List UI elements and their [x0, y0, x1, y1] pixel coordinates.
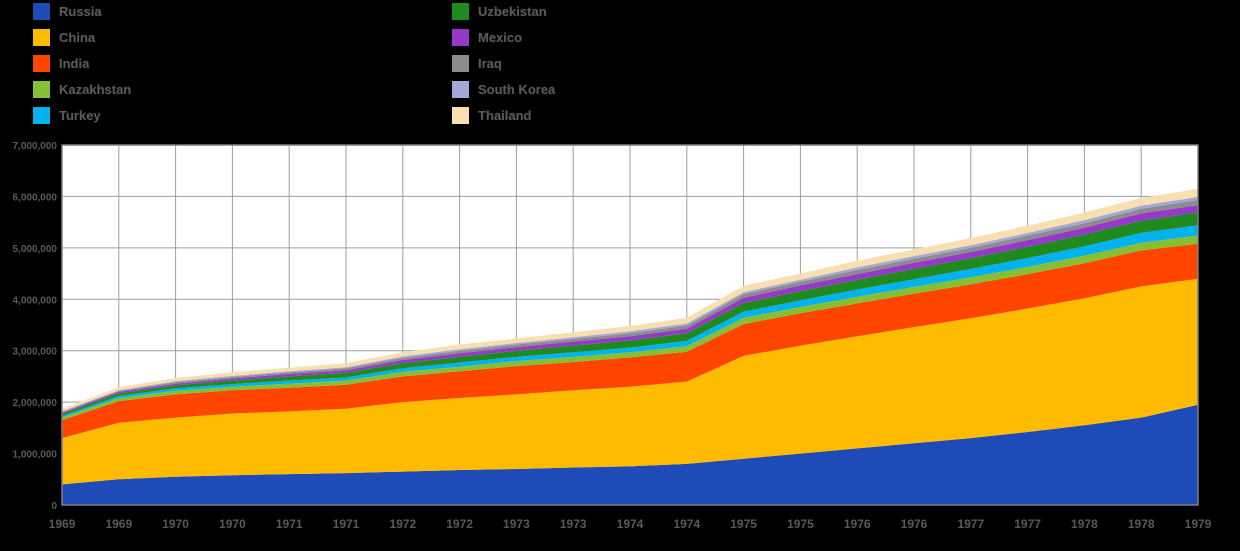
- x-tick-label: 1978: [1071, 517, 1098, 531]
- area-china: [62, 278, 1198, 485]
- legend-swatch-icon: [33, 107, 50, 124]
- legend-item-south-korea: South Korea: [452, 81, 555, 98]
- x-tick-label: 1973: [503, 517, 530, 531]
- legend-swatch-icon: [33, 55, 50, 72]
- legend-item-thailand: Thailand: [452, 107, 555, 124]
- y-tick-label: 5,000,000: [13, 244, 58, 255]
- legend-item-kazakhstan: Kazakhstan: [33, 81, 131, 98]
- chart-legend: Russia China India Kazakhstan Turkey Uzbekist…: [0, 0, 1240, 140]
- x-tick-label: 1969: [49, 517, 76, 531]
- x-tick-label: 1971: [333, 517, 360, 531]
- x-tick-label: 1977: [1014, 517, 1041, 531]
- y-tick-label: 2,000,000: [13, 398, 58, 409]
- legend-column-1: Russia China India Kazakhstan Turkey: [33, 3, 131, 133]
- legend-label: South Korea: [478, 82, 556, 97]
- legend-item-mexico: Mexico: [452, 29, 555, 46]
- legend-swatch-icon: [452, 81, 469, 98]
- area-russia: [62, 404, 1198, 505]
- x-tick-label: 1973: [560, 517, 587, 531]
- legend-column-2: Uzbekistan Mexico Iraq South Korea Thailand: [452, 3, 555, 133]
- area-india: [62, 243, 1198, 439]
- legend-item-india: India: [33, 55, 131, 72]
- legend-swatch-icon: [33, 29, 50, 46]
- x-tick-label: 1971: [276, 517, 303, 531]
- legend-swatch-icon: [452, 55, 469, 72]
- x-tick-label: 1970: [162, 517, 189, 531]
- x-tick-label: 1972: [446, 517, 473, 531]
- legend-item-china: China: [33, 29, 131, 46]
- legend-swatch-icon: [33, 81, 50, 98]
- legend-label: Mexico: [478, 30, 523, 45]
- x-tick-label: 1978: [1128, 517, 1155, 531]
- x-tick-label: 1974: [673, 517, 700, 531]
- y-tick-label: 6,000,000: [13, 192, 58, 203]
- y-tick-label: 4,000,000: [13, 295, 58, 306]
- y-tick-label: 1,000,000: [13, 450, 58, 461]
- legend-item-turkey: Turkey: [33, 107, 131, 124]
- y-tick-label: 7,000,000: [13, 141, 58, 152]
- legend-label: Iraq: [478, 56, 502, 71]
- legend-swatch-icon: [452, 3, 469, 20]
- legend-label: Kazakhstan: [59, 82, 132, 97]
- legend-label: Russia: [59, 4, 102, 19]
- y-tick-label: 3,000,000: [13, 347, 58, 358]
- x-tick-label: 1976: [844, 517, 871, 531]
- legend-swatch-icon: [33, 3, 50, 20]
- legend-label: Uzbekistan: [478, 4, 547, 19]
- legend-label: Turkey: [59, 108, 101, 123]
- x-tick-label: 1974: [617, 517, 644, 531]
- legend-swatch-icon: [452, 107, 469, 124]
- x-tick-label: 1976: [901, 517, 928, 531]
- legend-label: China: [59, 30, 96, 45]
- plot-border: [61, 144, 1199, 506]
- legend-label: India: [59, 56, 90, 71]
- x-tick-label: 1970: [219, 517, 246, 531]
- x-tick-label: 1975: [787, 517, 814, 531]
- legend-swatch-icon: [452, 29, 469, 46]
- legend-item-iraq: Iraq: [452, 55, 555, 72]
- x-tick-label: 1975: [730, 517, 757, 531]
- x-tick-label: 1972: [389, 517, 416, 531]
- legend-label: Thailand: [478, 108, 532, 123]
- legend-item-uzbekistan: Uzbekistan: [452, 3, 555, 20]
- legend-item-russia: Russia: [33, 3, 131, 20]
- x-tick-label: 1969: [105, 517, 132, 531]
- x-tick-label: 1977: [957, 517, 984, 531]
- y-tick-label: 0: [51, 501, 57, 512]
- x-tick-label: 1979: [1185, 517, 1212, 531]
